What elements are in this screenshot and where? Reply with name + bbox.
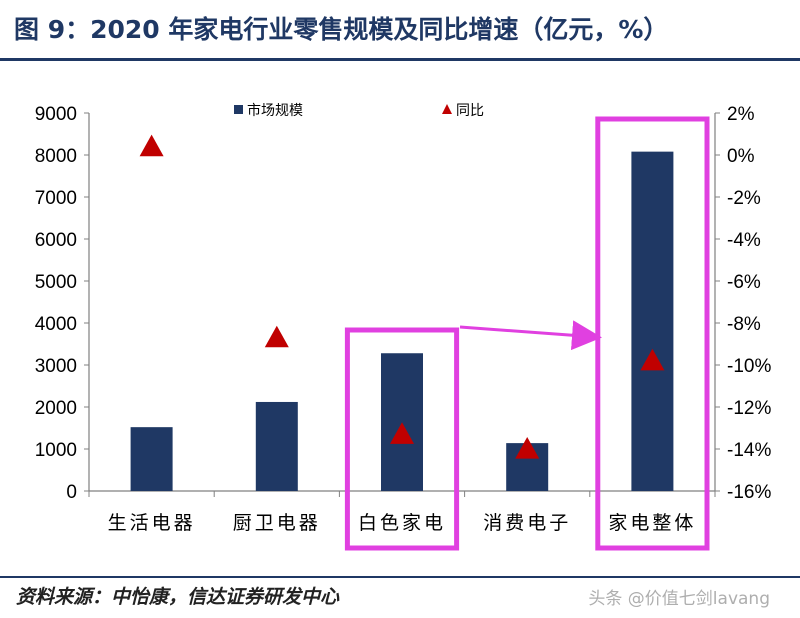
legend-bar-swatch xyxy=(234,105,243,114)
marker-生活电器 xyxy=(139,134,164,157)
marker-厨卫电器 xyxy=(264,325,289,348)
y-right-tick-label: 0% xyxy=(727,146,755,167)
y-left-tick-label: 3000 xyxy=(35,356,77,377)
y-left-tick-label: 6000 xyxy=(35,230,77,251)
y-left-tick-label: 9000 xyxy=(35,104,77,125)
footer-divider xyxy=(0,576,800,578)
marker-家电整体 xyxy=(640,348,665,371)
y-right-tick-label: -10% xyxy=(727,356,771,377)
title-divider xyxy=(0,58,800,61)
page-title: 图 9：2020 年家电行业零售规模及同比增速（亿元，%） xyxy=(14,15,669,44)
y-left-tick-label: 4000 xyxy=(35,314,77,335)
x-tick-label: 消费电子 xyxy=(483,512,571,534)
x-tick-label: 白色家电 xyxy=(358,512,446,534)
y-left-tick-label: 5000 xyxy=(35,272,77,293)
source-note: 资料来源：中怡康，信达证券研发中心 xyxy=(16,586,340,608)
bar-白色家电 xyxy=(381,353,423,491)
watermark: 头条 @价值七剑lavang xyxy=(588,589,770,609)
marker-白色家电 xyxy=(390,422,414,444)
chart: 0 1000 2000 3000 4000 5000 6000 7000 8000 9000 -16… xyxy=(35,102,771,551)
y-right-tick-label: -14% xyxy=(727,440,771,461)
y-right-tick-label: 2% xyxy=(727,104,755,125)
y-left-tick-label: 0 xyxy=(66,482,77,503)
bar-厨卫电器 xyxy=(255,401,298,491)
y-right-tick-label: -12% xyxy=(727,398,771,419)
marker-消费电子 xyxy=(515,437,540,459)
x-tick-label: 生活电器 xyxy=(108,512,196,534)
y-right-tick-label: -16% xyxy=(727,482,771,503)
y-right-tick-label: -4% xyxy=(727,230,761,251)
y-left-tick-label: 2000 xyxy=(35,398,77,419)
bar-家电整体 xyxy=(631,151,674,491)
y-left-tick-label: 7000 xyxy=(35,188,77,209)
y-right-tick-label: -2% xyxy=(727,188,761,209)
annotation-arrow xyxy=(459,320,602,351)
bar-生活电器 xyxy=(130,427,173,491)
y-left-tick-label: 8000 xyxy=(35,146,77,167)
y-right-tick-label: -6% xyxy=(727,272,761,293)
legend-marker-swatch xyxy=(442,104,452,114)
legend-marker-label: 同比 xyxy=(456,103,484,119)
y-left-tick-label: 1000 xyxy=(35,440,77,461)
x-tick-label: 家电整体 xyxy=(608,512,696,534)
x-tick-label: 厨卫电器 xyxy=(233,512,321,534)
legend-bar-label: 市场规模 xyxy=(247,102,303,119)
highlight-box-白色家电 xyxy=(344,327,460,551)
y-right-tick-label: -8% xyxy=(727,314,761,335)
